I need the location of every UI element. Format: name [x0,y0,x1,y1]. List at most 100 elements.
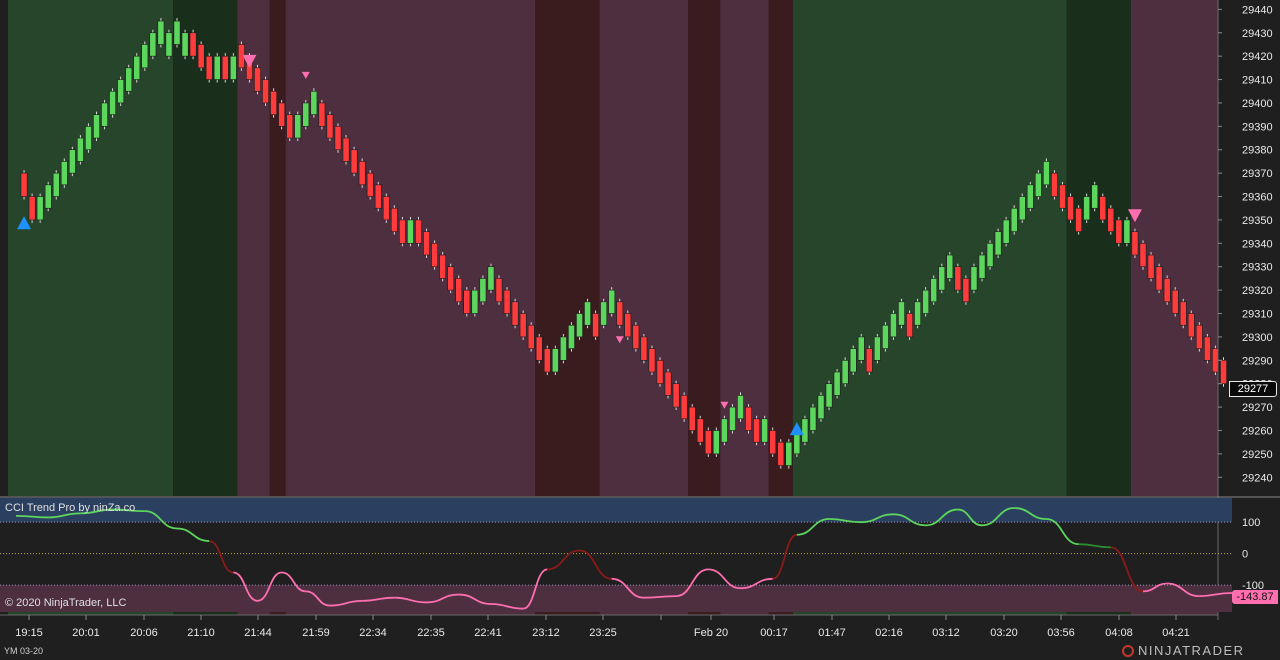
candle [1026,184,1034,209]
candle [366,172,374,197]
candle [117,79,125,104]
trend-zone [720,0,769,496]
sell-signal-arrow [1127,209,1142,223]
candle [841,360,849,384]
candle [559,336,567,361]
cci-line-segment [1199,592,1232,598]
candle [704,430,712,455]
price-tick-label: 29270 [1242,402,1273,414]
trend-zone-strip [285,612,536,615]
candle [270,90,277,115]
price-tick-label: 29240 [1242,472,1273,484]
candle [1075,207,1082,232]
price-tick-label: 29430 [1242,28,1273,40]
time-tick-label: 22:34 [359,627,387,639]
time-tick-label: 01:47 [818,627,846,639]
trend-zone [792,0,1067,496]
candle [833,371,841,396]
candle [415,219,422,244]
candle [656,360,664,384]
cci-line-segment [925,508,958,527]
time-tick-label: 04:21 [1162,627,1190,639]
candle [777,441,785,466]
candle [149,32,157,57]
candle [310,90,318,115]
candle [1147,254,1155,279]
cci-line-segment [643,595,677,599]
candle [1083,196,1091,221]
candle [1131,231,1139,256]
logo-text: NINJATRADER [1138,643,1245,658]
cci-line-segment [1014,507,1047,520]
cci-lower-band [0,585,1232,612]
time-tick-label: 23:12 [532,627,560,639]
cci-line-segment [829,518,862,524]
cci-line-segment [981,507,1015,527]
candle [487,266,495,291]
cci-line-segment [458,593,491,605]
time-tick-label: 03:20 [990,627,1018,639]
candle [1059,184,1066,209]
time-tick-label: 04:08 [1105,627,1133,639]
candle [1099,196,1107,221]
candle [881,324,889,349]
candle [970,266,978,291]
candle [1002,219,1010,244]
candle [551,348,559,373]
candle [946,254,954,279]
current-price-tag: 29277 [1229,381,1277,397]
time-tick-label: 20:06 [130,627,158,639]
cci-level-label: 100 [1242,517,1260,529]
candle [584,301,591,326]
candle [890,313,897,338]
candle [197,44,205,69]
candle [761,418,769,443]
sell-signal-small-arrow [720,401,729,409]
candle [576,313,583,338]
price-tick-label: 29400 [1242,98,1273,110]
candle [326,114,334,139]
price-tick-label: 29340 [1242,238,1273,250]
candle [1139,243,1147,268]
candle [85,126,92,151]
candle [729,406,736,431]
candle [455,278,463,303]
cci-line-segment [490,603,524,610]
candle [568,324,575,349]
cci-line-segment [957,508,983,527]
candle [398,219,406,244]
cci-line-segment [611,577,644,599]
cci-upper-band [0,498,1232,523]
trend-zone [8,0,173,496]
cci-line-segment [1167,582,1200,598]
cci-line-segment [112,508,145,513]
cci-line-segment [796,518,830,536]
candle [1163,278,1171,303]
cci-line-segment [305,590,331,607]
candle [592,313,599,338]
cci-line-segment [1078,543,1111,549]
ninjatrader-logo: NINJATRADER [1122,643,1245,658]
trend-zone-strip [792,612,1067,615]
trend-zone-strip [768,612,793,615]
candle [1187,313,1195,338]
trend-zone [768,0,793,496]
candle [809,406,817,431]
price-tick-label: 29410 [1242,75,1273,87]
candle [374,184,382,209]
time-tick-label: Feb 20 [694,627,728,639]
candle [737,395,744,420]
candle [906,313,913,338]
cci-line-segment [708,568,741,590]
cci-level-label: 0 [1242,549,1248,561]
trend-zone-strip [720,612,769,615]
trend-zone-strip [1066,612,1131,615]
candle [157,20,165,45]
candle [849,348,857,373]
trend-zone [173,0,238,496]
candle [817,395,825,420]
candle [141,44,149,69]
candle [1195,324,1203,349]
sell-signal-small-arrow [615,336,624,344]
